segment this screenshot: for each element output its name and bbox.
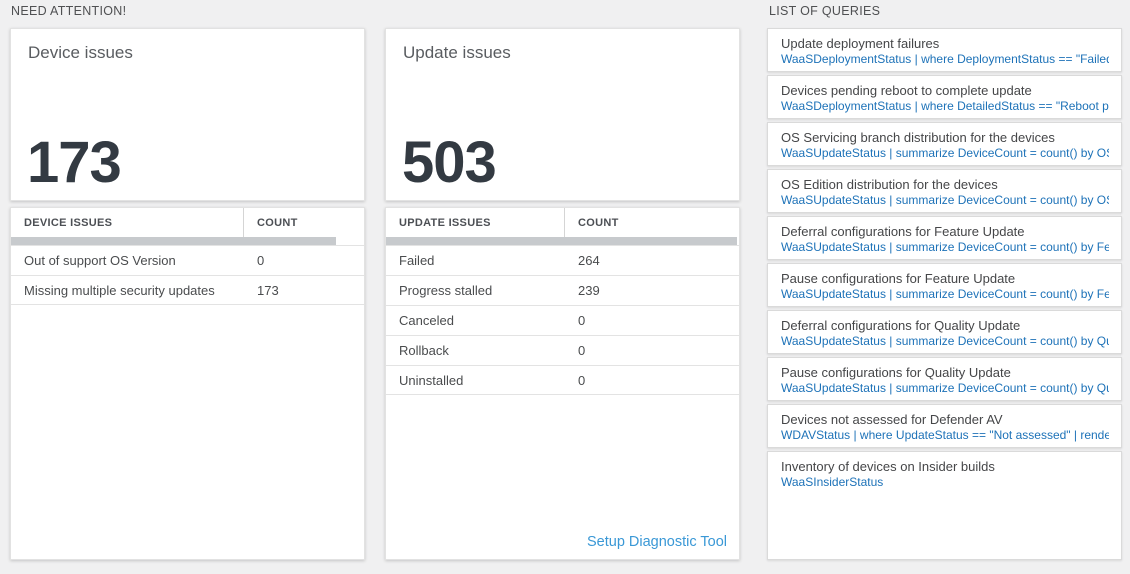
query-item[interactable]: Inventory of devices on Insider builds Wa… (767, 451, 1122, 560)
table-row[interactable]: Canceled 0 (386, 305, 739, 335)
horizontal-scrollbar[interactable] (386, 237, 739, 245)
issue-label: Progress stalled (399, 283, 493, 298)
query-title: OS Edition distribution for the devices (781, 177, 998, 192)
query-text-link[interactable]: WaaSInsiderStatus (781, 475, 884, 489)
query-text-link[interactable]: WaaSUpdateStatus | summarize DeviceCount… (781, 287, 1109, 301)
issue-count: 0 (257, 253, 265, 268)
setup-diagnostic-tool-link[interactable]: Setup Diagnostic Tool (587, 534, 727, 550)
issue-count: 264 (578, 253, 600, 268)
device-issues-table-body: Out of support OS Version 0 Missing multip… (11, 245, 364, 305)
device-issues-title: Device issues (28, 43, 133, 62)
query-text-link[interactable]: WaaSUpdateStatus | summarize DeviceCount… (781, 193, 1109, 207)
query-text-link[interactable]: WaaSUpdateStatus | summarize DeviceCount… (781, 240, 1109, 254)
query-item[interactable]: Pause configurations for Quality Update W… (767, 357, 1122, 401)
query-item[interactable]: Devices pending reboot to complete updat… (767, 75, 1122, 119)
scrollbar-thumb[interactable] (11, 237, 336, 245)
update-issues-count: 503 (402, 129, 497, 195)
update-issues-card[interactable]: Update issues 503 (385, 28, 740, 201)
table-row[interactable]: Uninstalled 0 (386, 365, 739, 395)
issue-label: Canceled (399, 313, 454, 328)
query-item[interactable]: Update deployment failures WaaSDeployment… (767, 28, 1122, 72)
issue-label: Failed (399, 253, 435, 268)
query-text-link[interactable]: WDAVStatus | where UpdateStatus == "Not … (781, 428, 1109, 442)
query-list: Update deployment failures WaaSDeployment… (767, 28, 1122, 560)
query-item[interactable]: Deferral configurations for Quality Upda… (767, 310, 1122, 354)
table-row[interactable]: Failed 264 (386, 245, 739, 275)
scrollbar-thumb[interactable] (386, 237, 738, 245)
query-text-link[interactable]: WaaSDeploymentStatus | where DeploymentS… (781, 52, 1109, 66)
update-issues-title: Update issues (403, 43, 511, 62)
list-of-queries-section-label: LIST OF QUERIES (769, 4, 881, 18)
query-item[interactable]: Deferral configurations for Feature Upda… (767, 216, 1122, 260)
query-title: Devices not assessed for Defender AV (781, 412, 1003, 427)
table-row[interactable]: Progress stalled 239 (386, 275, 739, 305)
table-row[interactable]: Out of support OS Version 0 (11, 245, 364, 275)
device-issues-card[interactable]: Device issues 173 (10, 28, 365, 201)
issue-count: 0 (578, 343, 586, 358)
query-text-link[interactable]: WaaSUpdateStatus | summarize DeviceCount… (781, 381, 1109, 395)
query-item[interactable]: OS Servicing branch distribution for the… (767, 122, 1122, 166)
table-row[interactable]: Missing multiple security updates 173 (11, 275, 364, 305)
query-item[interactable]: Devices not assessed for Defender AV WDAV… (767, 404, 1122, 448)
issue-label: Rollback (399, 343, 449, 358)
query-title: Deferral configurations for Quality Upda… (781, 318, 1021, 333)
query-title: OS Servicing branch distribution for the… (781, 130, 1055, 145)
issue-label: Missing multiple security updates (24, 282, 215, 298)
issue-count: 0 (578, 372, 586, 388)
device-issues-table-header: DEVICE ISSUES COUNT (11, 208, 364, 237)
device-issues-column-header: DEVICE ISSUES (11, 208, 244, 237)
query-title: Inventory of devices on Insider builds (781, 459, 995, 474)
update-issues-column-header: UPDATE ISSUES (386, 208, 565, 237)
query-title: Deferral configurations for Feature Upda… (781, 224, 1025, 239)
query-text-link[interactable]: WaaSDeploymentStatus | where DetailedSta… (781, 99, 1109, 113)
query-item[interactable]: Pause configurations for Feature Update W… (767, 263, 1122, 307)
issue-label: Uninstalled (399, 372, 464, 388)
update-issues-table-body: Failed 264 Progress stalled 239 Canceled 0 Rol… (386, 245, 739, 395)
update-issues-table-panel: UPDATE ISSUES COUNT Failed 264 Progress st… (385, 207, 740, 560)
query-item[interactable]: OS Edition distribution for the devices W… (767, 169, 1122, 213)
update-issues-table-header: UPDATE ISSUES COUNT (386, 208, 739, 237)
count-column-header: COUNT (257, 216, 298, 229)
issue-count: 173 (257, 282, 279, 298)
issue-count: 239 (578, 283, 600, 298)
issue-count: 0 (578, 313, 586, 328)
query-title: Update deployment failures (781, 36, 940, 51)
query-title: Pause configurations for Feature Update (781, 271, 1016, 286)
issue-label: Out of support OS Version (24, 253, 176, 268)
query-title: Pause configurations for Quality Update (781, 365, 1011, 380)
need-attention-section-label: NEED ATTENTION! (11, 4, 127, 18)
query-title: Devices pending reboot to complete updat… (781, 83, 1032, 98)
device-issues-count: 173 (27, 129, 122, 195)
query-text-link[interactable]: WaaSUpdateStatus | summarize DeviceCount… (781, 146, 1109, 160)
count-column-header: COUNT (578, 216, 619, 229)
query-text-link[interactable]: WaaSUpdateStatus | summarize DeviceCount… (781, 334, 1109, 348)
table-row[interactable]: Rollback 0 (386, 335, 739, 365)
horizontal-scrollbar[interactable] (11, 237, 364, 245)
device-issues-table-panel: DEVICE ISSUES COUNT Out of support OS Ve… (10, 207, 365, 560)
